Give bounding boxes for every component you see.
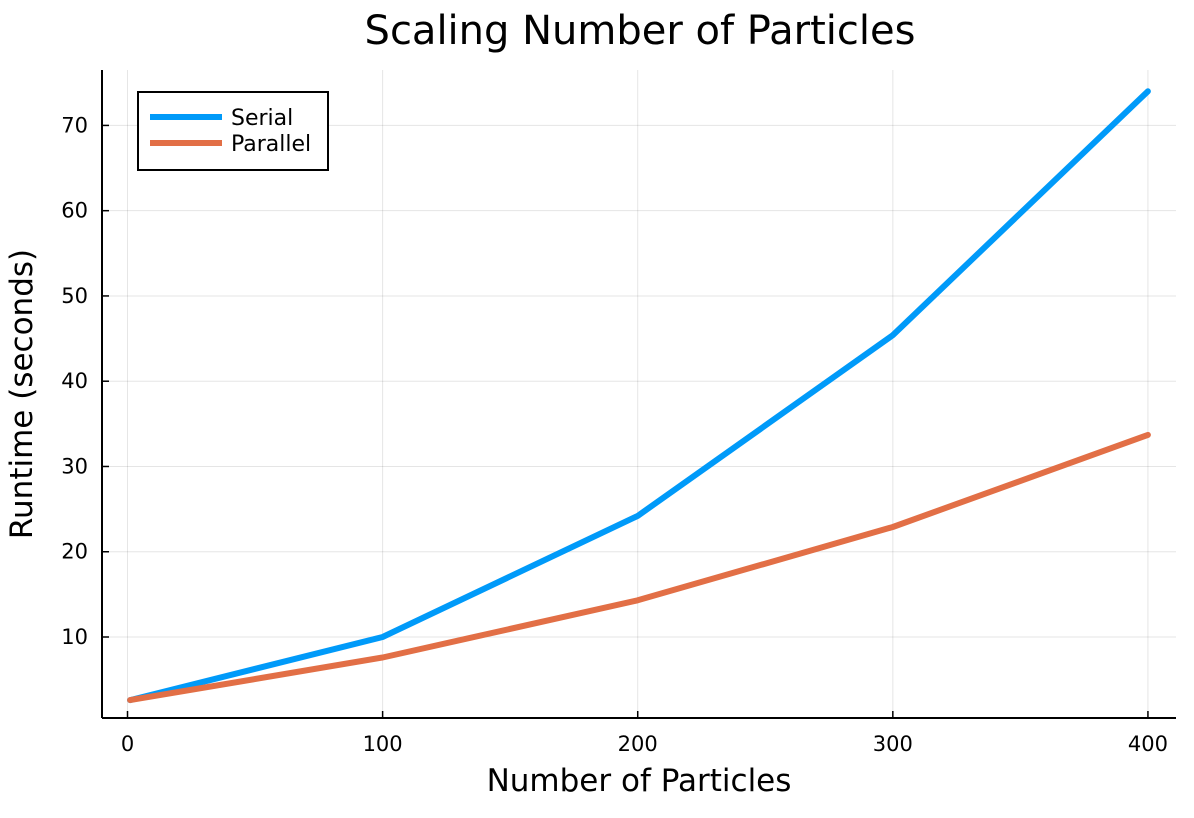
legend-label-serial: Serial: [231, 106, 293, 131]
y-tick-label: 60: [61, 199, 88, 223]
y-tick-label: 10: [61, 625, 88, 649]
x-tick-label: 400: [1128, 732, 1168, 756]
legend-box: [137, 91, 329, 171]
x-tick-label: 100: [363, 732, 403, 756]
y-tick-label: 30: [61, 454, 88, 478]
chart-title: Scaling Number of Particles: [365, 8, 916, 54]
ticks: 0 100 200 300 400 10 20 30 40 50 60 70: [61, 113, 1168, 756]
y-tick-label: 70: [61, 113, 88, 137]
y-axis-label: Runtime (seconds): [4, 249, 40, 539]
x-tick-label: 0: [121, 732, 134, 756]
x-tick-label: 200: [618, 732, 658, 756]
series-line-serial: [127, 88, 1151, 704]
series-line-parallel: [127, 431, 1151, 704]
x-tick-label: 300: [873, 732, 913, 756]
y-tick-label: 20: [61, 540, 88, 564]
x-axis-label: Number of Particles: [487, 763, 792, 799]
y-tick-label: 40: [61, 369, 88, 393]
legend-label-parallel: Parallel: [231, 132, 311, 157]
series: [127, 88, 1151, 704]
y-tick-label: 50: [61, 284, 88, 308]
axes: [101, 70, 1176, 719]
